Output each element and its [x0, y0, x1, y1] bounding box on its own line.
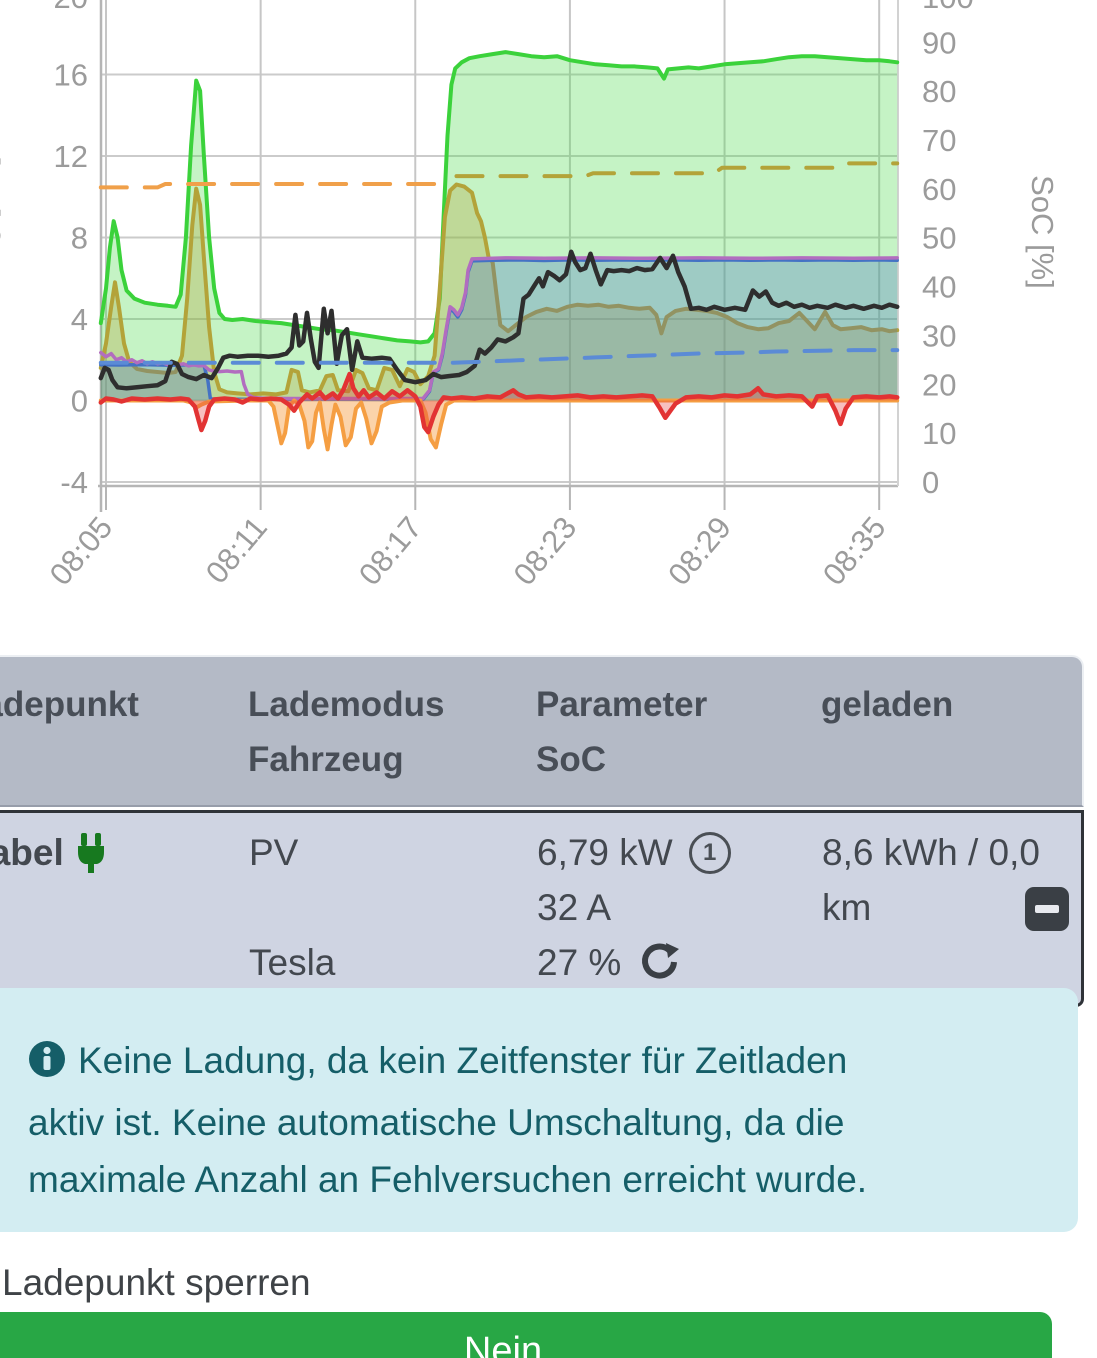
- series-battery-soc-charging-line: [454, 161, 900, 179]
- left-axis-tick-label: 0: [71, 384, 88, 419]
- collapse-chargepoint-button[interactable]: [1025, 887, 1069, 931]
- current-value: 32 A: [537, 887, 612, 928]
- right-axis-title: SoC [%]: [1025, 175, 1060, 289]
- series-vehicle-soc-line: [98, 348, 900, 365]
- right-axis-tick-label: 80: [922, 74, 956, 109]
- soc-value: 27 %: [537, 942, 622, 983]
- alert-text-line3: maximale Anzahl an Fehlversuchen erreich…: [28, 1159, 868, 1200]
- left-axis-tick-label: 16: [54, 58, 88, 93]
- left-axis-tick-label: 8: [71, 221, 88, 256]
- series-house-consumption-line: [98, 249, 900, 391]
- soc-refresh-icon[interactable]: [639, 941, 681, 985]
- right-axis-tick-label: 70: [922, 123, 956, 158]
- col-header-charged: geladen: [821, 685, 954, 724]
- minus-icon: [1035, 905, 1059, 913]
- series-battery-soc-line: [98, 182, 451, 190]
- left-axis-tick-label: -4: [60, 465, 88, 500]
- info-circle-icon: [28, 1037, 66, 1094]
- right-axis-tick-label: 10: [922, 416, 956, 451]
- power-soc-chart: 08:0508:1108:1708:2308:2908:35201612840-…: [0, 0, 1097, 625]
- chargepoint-row: Kabel PV Tesla: [0, 810, 1084, 1007]
- right-axis-tick-label: 100: [922, 0, 974, 15]
- plug-connected-icon: [74, 832, 108, 873]
- right-axis-tick-label: 50: [922, 221, 956, 256]
- left-axis-tick-label: 4: [71, 302, 88, 337]
- chargepoints-table: Ladepunkt Lademodus Fahrzeug Parameter S…: [0, 655, 1084, 1007]
- x-axis-tick-label: 08:23: [507, 510, 584, 592]
- right-axis-tick-label: 90: [922, 25, 956, 60]
- charge-mode: PV: [249, 832, 299, 873]
- series-battery-power-area: [100, 184, 898, 401]
- chargepoint-name: Kabel: [0, 832, 64, 873]
- series-chargepoint-power-area: [100, 259, 898, 401]
- x-axis-tick-label: 08:17: [352, 510, 429, 592]
- col-header-parameter-soc: Parameter SoC: [536, 685, 708, 779]
- series-battery-discharge-area: [100, 400, 898, 450]
- right-axis-tick-label: 60: [922, 172, 956, 207]
- right-axis-tick-label: 30: [922, 318, 956, 353]
- mode-vehicle-cell: PV Tesla: [243, 825, 531, 990]
- lock-chargepoint-label: Ladepunkt sperren: [2, 1262, 311, 1303]
- right-axis-tick-label: 0: [922, 465, 939, 500]
- power-value: 6,79 kW: [537, 832, 673, 873]
- lock-chargepoint-no-button[interactable]: Nein: [0, 1312, 1052, 1358]
- chargepoint-name-cell: Kabel: [0, 825, 243, 990]
- x-axis-tick-label: 08:05: [43, 510, 120, 592]
- info-alert: Keine Ladung, da kein Zeitfenster für Ze…: [0, 988, 1078, 1232]
- left-axis-tick-label: 12: [54, 139, 88, 174]
- series-battery-discharge-line: [98, 398, 900, 452]
- alert-text-line1: Keine Ladung, da kein Zeitfenster für Ze…: [78, 1040, 848, 1081]
- alert-text-line2: aktiv ist. Keine automatische Umschaltun…: [28, 1102, 845, 1143]
- x-axis-tick-label: 08:29: [661, 510, 738, 592]
- table-header-row: Ladepunkt Lademodus Fahrzeug Parameter S…: [0, 655, 1084, 807]
- col-header-chargepoint: Ladepunkt: [0, 685, 139, 724]
- vehicle-name: Tesla: [249, 942, 336, 983]
- right-axis-tick-label: 20: [922, 367, 956, 402]
- col-header-mode-vehicle: Lademodus Fahrzeug: [248, 685, 445, 779]
- left-axis-tick-label: 20: [54, 0, 88, 15]
- left-axis-title: Leistung [kW]: [0, 156, 1, 344]
- x-axis-tick-label: 08:35: [816, 510, 893, 592]
- series-pv-power-area: [100, 52, 898, 401]
- phase-count-icon: 1: [688, 831, 731, 874]
- series-battery-power-line: [98, 182, 900, 397]
- charged-cell: 8,6 kWh / 0,0 km: [816, 825, 1087, 990]
- series-grid-power-line: [98, 371, 900, 435]
- right-axis-tick-label: 40: [922, 270, 956, 305]
- parameter-soc-cell: 6,79 kW 1 32 A 27 %: [531, 825, 816, 990]
- energy-charged-value: 8,6 kWh / 0,0 km: [822, 832, 1040, 928]
- x-axis-tick-label: 08:11: [199, 510, 274, 590]
